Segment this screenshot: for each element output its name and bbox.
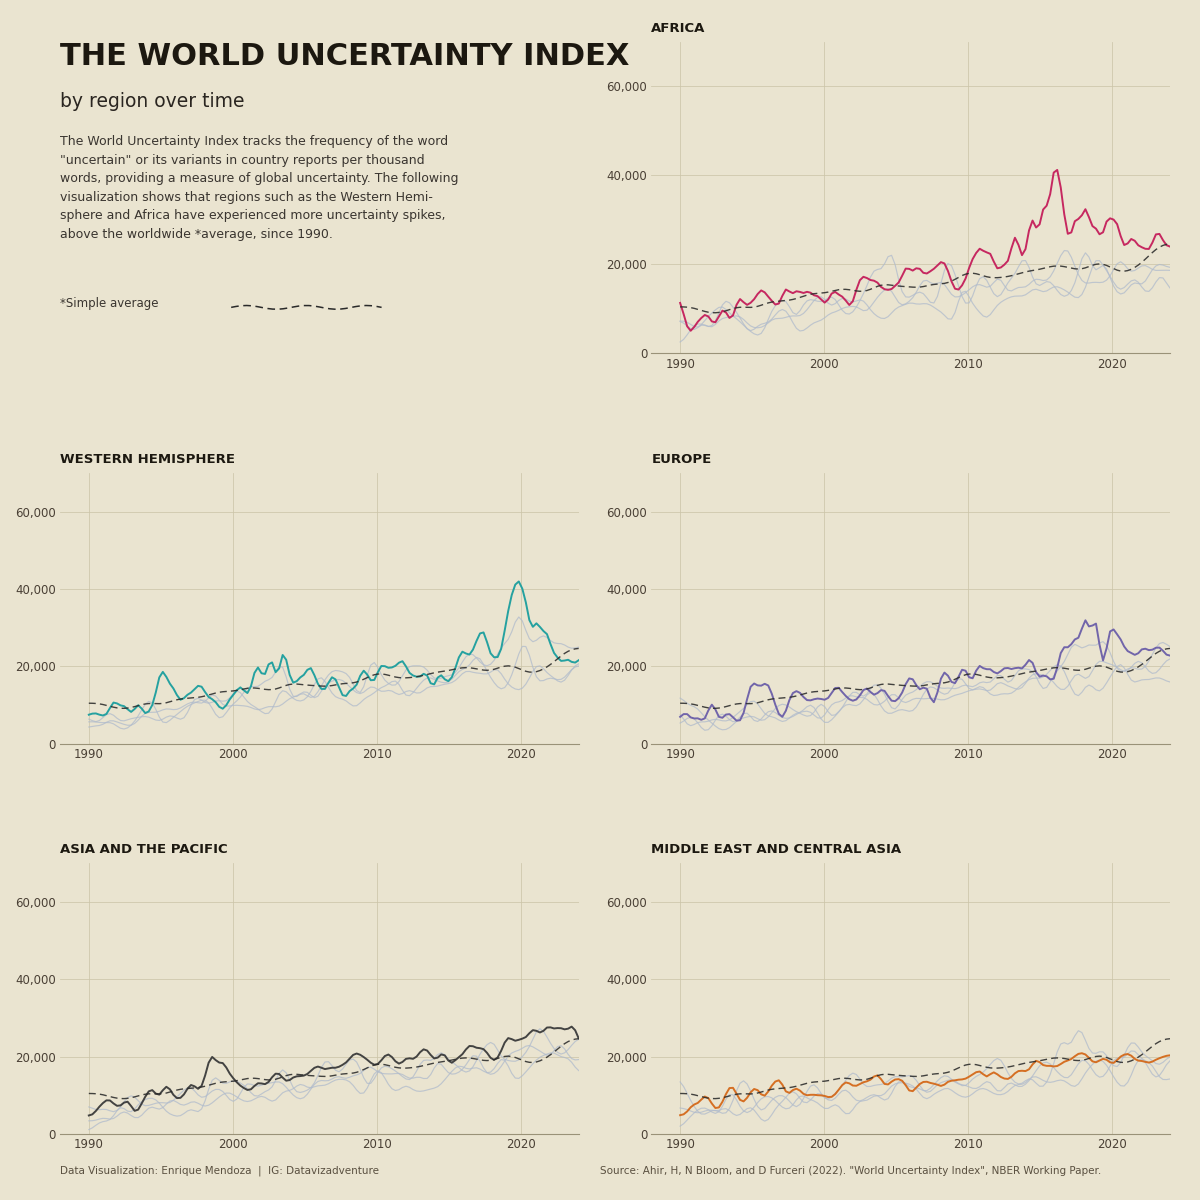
Text: *Simple average: *Simple average	[60, 296, 158, 310]
Text: EUROPE: EUROPE	[652, 454, 712, 466]
Text: ASIA AND THE PACIFIC: ASIA AND THE PACIFIC	[60, 844, 228, 857]
Text: MIDDLE EAST AND CENTRAL ASIA: MIDDLE EAST AND CENTRAL ASIA	[652, 844, 901, 857]
Text: AFRICA: AFRICA	[652, 23, 706, 35]
Text: The World Uncertainty Index tracks the frequency of the word
"uncertain" or its : The World Uncertainty Index tracks the f…	[60, 136, 458, 241]
Text: THE WORLD UNCERTAINTY INDEX: THE WORLD UNCERTAINTY INDEX	[60, 42, 629, 71]
Text: Data Visualization: Enrique Mendoza  |  IG: Datavizadventure: Data Visualization: Enrique Mendoza | IG…	[60, 1165, 379, 1176]
Text: by region over time: by region over time	[60, 92, 245, 110]
Text: WESTERN HEMISPHERE: WESTERN HEMISPHERE	[60, 454, 235, 466]
Text: Source: Ahir, H, N Bloom, and D Furceri (2022). "World Uncertainty Index", NBER : Source: Ahir, H, N Bloom, and D Furceri …	[600, 1165, 1102, 1176]
